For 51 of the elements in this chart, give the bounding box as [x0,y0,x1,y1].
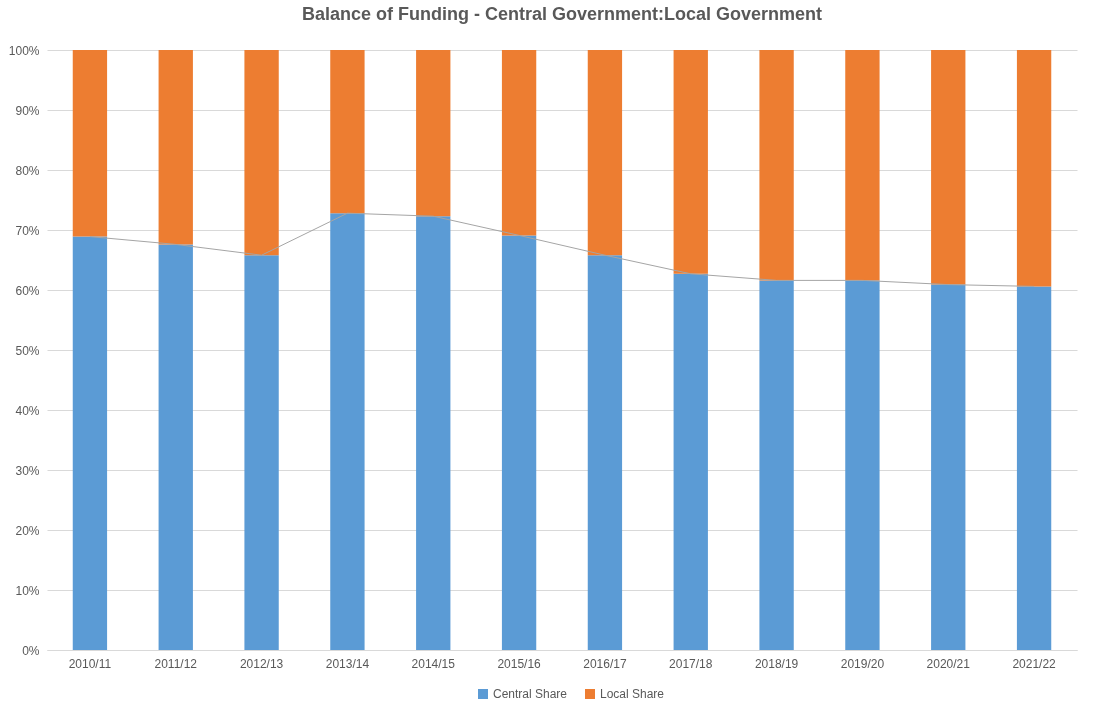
bar [72,236,108,650]
bar [931,284,966,650]
x-tick-label: 2020/21 [926,656,971,671]
bar [330,50,365,214]
x-tick-label: 2010/11 [68,656,112,671]
x-tick-label: 2015/16 [497,656,542,671]
bar [845,280,880,650]
bar [673,273,708,650]
bar [158,244,193,650]
y-tick-label: 40% [15,403,40,418]
y-tick-label: 20% [15,523,40,538]
x-tick-label: 2016/17 [583,656,627,671]
bar [244,255,279,650]
bar [759,280,794,650]
bar [72,50,108,237]
legend-label: Local Share [600,687,665,701]
bar [1016,50,1052,287]
y-tick-label: 30% [15,463,40,478]
x-tick-label: 2018/19 [754,656,799,671]
y-tick-label: 50% [15,343,40,358]
x-tick-label: 2017/18 [669,656,713,671]
x-tick-label: 2021/22 [1012,656,1057,671]
x-tick-label: 2011/12 [154,656,198,671]
line-series [89,212,1035,287]
legend-label: Central Share [493,687,568,701]
x-tick-label: 2014/15 [411,656,456,671]
bar [158,50,193,245]
y-tick-label: 80% [15,163,40,178]
y-tick-label: 70% [15,223,40,238]
bar [416,50,451,217]
bar [673,50,708,274]
y-tick-label: 90% [15,103,40,118]
bar [330,213,365,650]
y-tick-label: 10% [15,583,40,598]
x-tick-label: 2013/14 [325,656,370,671]
chart-title: Balance of Funding - Central Government:Local Government [301,4,823,24]
bar [244,50,279,256]
bar [931,50,966,285]
x-tick-label: 2019/20 [840,656,885,671]
bar [501,50,537,236]
bar [501,235,537,650]
bar [416,216,451,650]
bar [587,255,623,650]
bar [845,50,880,281]
x-tick-label: 2012/13 [239,656,284,671]
y-tick-label: 100% [8,43,40,58]
bar [1016,286,1052,650]
y-tick-label: 0% [22,643,40,658]
bar [587,50,623,256]
y-tick-label: 60% [15,283,40,298]
bar [759,50,794,281]
